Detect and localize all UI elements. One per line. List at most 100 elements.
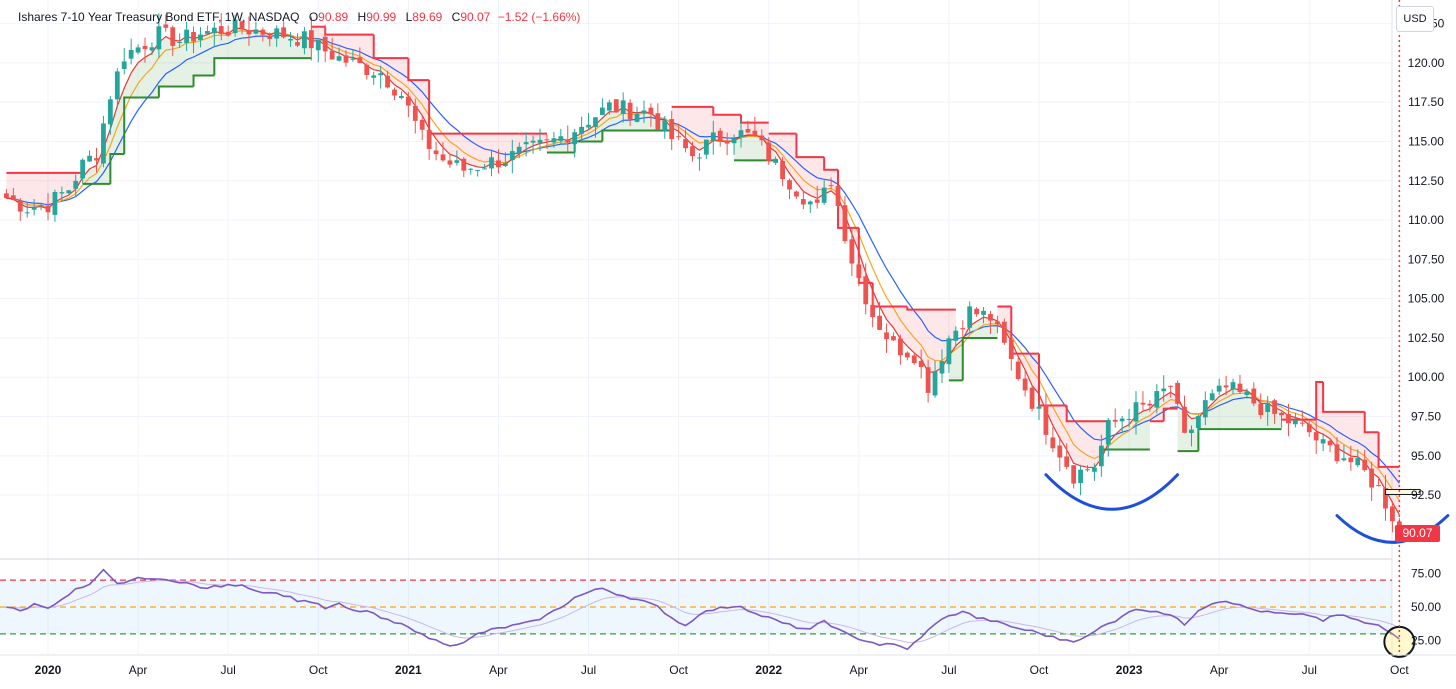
candle	[690, 141, 695, 162]
stop-segment	[1010, 306, 1039, 355]
candle	[523, 132, 529, 157]
price-axis[interactable]: 122.50120.00117.50115.00112.50110.00107.…	[1408, 17, 1445, 503]
candle	[960, 320, 966, 337]
symbol-title[interactable]: Ishares 7-10 Year Treasury Bond ETF, 1W,…	[18, 10, 300, 24]
time-axis[interactable]: 2020 Apr Jul Oct 2021 Apr Jul Oct 2022 Apr Jul Oct 2…	[0, 654, 1456, 677]
time-tick-label: 2022	[755, 663, 782, 677]
candle	[1064, 443, 1070, 470]
stop-segment	[1197, 428, 1282, 452]
candle	[1376, 479, 1381, 487]
candle	[308, 16, 314, 61]
candle-body	[918, 360, 924, 368]
candle-body	[45, 205, 51, 213]
candle	[1244, 388, 1250, 399]
candle-body	[558, 136, 564, 141]
candle	[648, 103, 654, 127]
candle-body	[1320, 439, 1326, 444]
candle-body	[967, 306, 973, 328]
candle	[544, 134, 550, 149]
candle	[419, 114, 425, 141]
candle-body	[274, 28, 280, 39]
candle	[232, 14, 238, 37]
candle	[412, 98, 418, 134]
time-tick-label: Oct	[1030, 663, 1049, 677]
candle-body	[1133, 402, 1139, 422]
candle-body	[690, 146, 695, 157]
currency-button[interactable]: USD	[1396, 6, 1434, 32]
candle	[724, 132, 730, 156]
candle-body	[974, 308, 980, 315]
candle-body	[738, 130, 744, 137]
candle	[572, 128, 578, 158]
stop-fill	[124, 42, 159, 98]
stop-segment	[601, 129, 672, 142]
candle-body	[1286, 414, 1291, 424]
candle	[995, 315, 1000, 334]
candle-body	[198, 34, 203, 40]
stop-segment	[1065, 405, 1095, 423]
candle-body	[1237, 383, 1243, 392]
candle-body	[641, 110, 647, 114]
rsi-line	[6, 568, 1400, 651]
low-label: L	[405, 10, 413, 24]
candle	[925, 359, 931, 403]
candle	[1098, 434, 1104, 477]
candle-body	[1390, 506, 1395, 522]
candle	[440, 142, 446, 162]
candle-body	[1036, 406, 1042, 409]
time-tick-label: 2021	[395, 663, 422, 677]
candle	[1112, 408, 1118, 428]
candle-body	[308, 30, 314, 49]
candle-body	[232, 19, 238, 34]
candle-body	[1223, 385, 1229, 388]
candle-body	[794, 191, 799, 197]
candle-body	[10, 195, 16, 201]
candle	[877, 301, 882, 331]
candle	[260, 27, 266, 42]
stop-segment	[823, 157, 839, 171]
candle	[315, 39, 321, 63]
candle-body	[766, 142, 772, 162]
candle	[87, 150, 92, 162]
candle-body	[1313, 432, 1319, 441]
candlesticks[interactable]	[4, 12, 1402, 537]
candle-body	[1029, 387, 1035, 409]
candle-body	[412, 105, 418, 121]
candle-body	[870, 304, 876, 318]
candle-body	[648, 107, 654, 115]
candle	[1216, 378, 1222, 396]
candle	[752, 116, 758, 137]
candle-body	[627, 102, 633, 120]
candle	[904, 351, 910, 361]
candle	[405, 92, 411, 118]
candle-body	[350, 58, 356, 60]
candle	[1050, 427, 1056, 453]
stop-segment	[1363, 411, 1379, 434]
candle-body	[593, 117, 598, 128]
candle	[600, 98, 605, 116]
candle-body	[38, 205, 44, 207]
candle-body	[835, 185, 841, 207]
candle-body	[620, 100, 626, 115]
candle-body	[1175, 382, 1180, 404]
candle-body	[1050, 437, 1056, 449]
candle-body	[1057, 445, 1063, 458]
candle	[794, 190, 799, 199]
candle	[1189, 425, 1194, 447]
candle	[31, 199, 37, 216]
candle-body	[1369, 468, 1375, 488]
price-tick-label: 102.50	[1408, 331, 1445, 345]
candle	[593, 117, 598, 138]
candle	[1327, 438, 1333, 453]
candle	[814, 185, 820, 209]
candle-body	[773, 158, 779, 163]
stop-fill	[158, 36, 194, 87]
candle-body	[1376, 485, 1381, 487]
last-price-label: 90.07	[1395, 524, 1440, 542]
candle-body	[177, 41, 183, 44]
rsi-axis[interactable]: 75.00 50.00 25.00	[1411, 566, 1441, 647]
candle	[454, 150, 460, 166]
time-tick-label: Apr	[849, 663, 868, 677]
candle	[655, 103, 661, 130]
